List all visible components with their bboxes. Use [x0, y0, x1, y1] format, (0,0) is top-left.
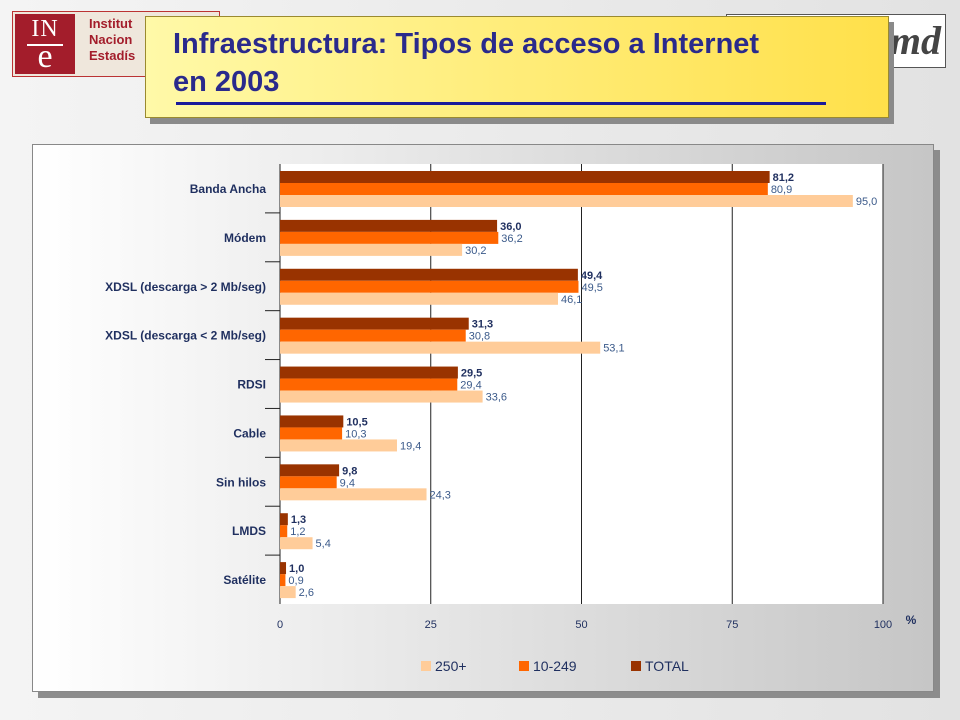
- x-tick-label: 0: [277, 619, 283, 631]
- data-label: 53,1: [603, 343, 624, 355]
- bar: [280, 171, 770, 183]
- data-label: 29,4: [460, 380, 481, 392]
- data-label: 1,0: [289, 563, 304, 575]
- ine-logo-line-3: Estadís: [89, 48, 136, 63]
- bar: [280, 562, 287, 575]
- bar: [280, 366, 458, 379]
- bar: [280, 537, 313, 550]
- bar: [280, 183, 768, 195]
- bar: [280, 243, 463, 256]
- bar: [280, 415, 344, 428]
- bar: [280, 341, 601, 354]
- bar: [280, 586, 296, 599]
- ine-logo-mark-bottom: e: [37, 38, 53, 75]
- x-tick-label: 75: [726, 619, 738, 631]
- ine-logo-mark-top: IN: [31, 16, 59, 42]
- category-label: Banda Ancha: [190, 182, 267, 196]
- category-label: Satélite: [223, 573, 266, 587]
- data-label: 5,4: [316, 538, 331, 550]
- data-label: 49,4: [581, 270, 603, 282]
- data-label: 36,2: [501, 233, 522, 245]
- data-label: 9,4: [340, 477, 355, 489]
- category-label: RDSI: [237, 378, 266, 392]
- bar: [280, 292, 558, 305]
- bar: [280, 427, 343, 440]
- bar: [280, 525, 288, 538]
- ine-logo-line-2: Nacion: [89, 32, 133, 47]
- data-label: 10,3: [345, 428, 366, 440]
- legend-swatch: [421, 661, 431, 671]
- category-label: Sin hilos: [216, 475, 266, 489]
- data-label: 95,0: [856, 196, 877, 208]
- data-label: 49,5: [581, 282, 602, 294]
- bar: [280, 317, 469, 330]
- bar: [280, 219, 498, 232]
- data-label: 36,0: [500, 221, 521, 233]
- data-label: 81,2: [773, 172, 794, 184]
- bar: [280, 476, 337, 489]
- title-box: Infraestructura: Tipos de acceso a Inter…: [145, 16, 889, 118]
- data-label: 29,5: [461, 368, 482, 380]
- x-tick-label: 25: [425, 619, 437, 631]
- data-label: 30,2: [465, 245, 486, 257]
- category-label: Cable: [233, 426, 266, 440]
- data-label: 33,6: [486, 392, 507, 404]
- legend-label: TOTAL: [645, 658, 689, 674]
- bar: [280, 280, 579, 293]
- ine-logo-text: Institut Nacion Estadís: [89, 16, 135, 64]
- bar: [280, 439, 397, 452]
- bar: [280, 390, 483, 403]
- data-label: 24,3: [430, 489, 451, 501]
- bar: [280, 195, 853, 207]
- page-title-line-1: Infraestructura: Tipos de acceso a Inter…: [173, 28, 760, 60]
- bar: [280, 268, 578, 281]
- category-label: XDSL (descarga > 2 Mb/seg): [105, 280, 266, 294]
- title-underline: [176, 102, 826, 105]
- legend-swatch: [631, 661, 641, 671]
- bar: [280, 329, 466, 342]
- bar: [280, 231, 499, 244]
- data-label: 1,3: [291, 514, 306, 526]
- data-label: 2,6: [299, 587, 314, 599]
- chart-panel: Banda Ancha 81,2 80,9 95,0 Módem 36,0 36,2 30,2…: [32, 144, 934, 692]
- bar-chart: Banda Ancha 81,280,9 95,0 Módem 36,036,2 30,2…: [105, 164, 917, 674]
- category-label: LMDS: [232, 524, 266, 538]
- data-label: 10,5: [346, 416, 367, 428]
- legend-label: 250+: [435, 658, 467, 674]
- data-label: 19,4: [400, 440, 421, 452]
- ine-logo-line-1: Institut: [89, 16, 133, 31]
- legend-swatch: [519, 661, 529, 671]
- data-label: 9,8: [342, 465, 357, 477]
- partner-logo-text: md: [889, 18, 941, 63]
- data-label: 0,9: [288, 575, 303, 587]
- ine-logo-mark: IN e: [15, 14, 75, 74]
- data-label: 30,8: [469, 331, 490, 343]
- bar: [280, 464, 340, 477]
- bar: [280, 574, 286, 587]
- bar: [280, 513, 288, 526]
- bar: [280, 488, 427, 501]
- data-label: 1,2: [290, 526, 305, 538]
- data-label: 31,3: [472, 319, 493, 331]
- bar: [280, 378, 458, 391]
- x-tick-label: 100: [874, 619, 892, 631]
- data-label: 80,9: [771, 184, 792, 196]
- legend-label: 10-249: [533, 658, 577, 674]
- category-label: Módem: [224, 231, 266, 245]
- category-label: XDSL (descarga < 2 Mb/seg): [105, 329, 266, 343]
- page-title: Infraestructura: Tipos de acceso a Inter…: [173, 25, 853, 101]
- data-label: 46,1: [561, 294, 582, 306]
- x-axis-label: %: [906, 613, 917, 627]
- x-tick-label: 50: [575, 619, 587, 631]
- page-title-line-2: en 2003: [173, 66, 280, 98]
